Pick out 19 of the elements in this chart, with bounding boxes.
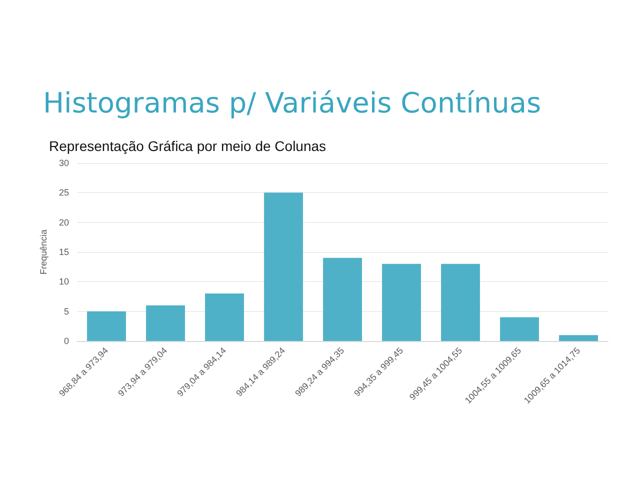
bar: [323, 258, 362, 341]
y-tick-label: 15: [58, 247, 69, 257]
y-tick-label: 25: [58, 188, 69, 198]
chart-title: Histogramas p/ Variáveis Contínuas: [43, 86, 542, 120]
bar: [205, 294, 244, 341]
y-axis-title: Frequência: [38, 229, 49, 275]
bar: [500, 317, 539, 341]
bar: [87, 311, 126, 341]
y-tick-label: 30: [58, 158, 69, 168]
bar: [382, 264, 421, 341]
y-tick-label: 0: [64, 336, 69, 346]
bar: [441, 264, 480, 341]
y-tick-label: 10: [58, 276, 69, 287]
bar: [559, 335, 598, 341]
bar: [264, 192, 303, 341]
y-tick-label: 20: [58, 217, 69, 228]
bar: [146, 305, 185, 341]
y-tick-label: 5: [64, 306, 69, 316]
chart-subtitle: Representação Gráfica por meio de Colunas: [49, 138, 326, 154]
